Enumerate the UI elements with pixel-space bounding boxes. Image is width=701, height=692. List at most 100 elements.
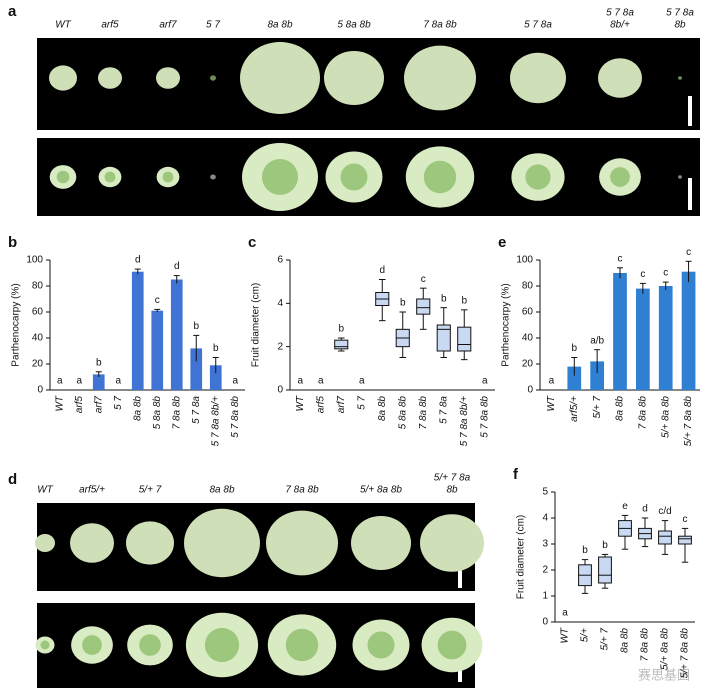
- group-letter: a: [76, 376, 82, 387]
- x-tick-label: 5 8a 8b: [152, 396, 163, 430]
- locule: [204, 627, 240, 663]
- group-letter: a: [297, 376, 303, 387]
- group-letter: b: [96, 357, 102, 368]
- group-letter: b: [193, 321, 199, 332]
- watermark: 赛思基因: [638, 667, 690, 682]
- box: [598, 556, 612, 584]
- group-letter: b: [338, 324, 344, 335]
- box: [436, 324, 451, 352]
- x-tick-label: WT: [54, 395, 65, 411]
- locule: [104, 171, 116, 183]
- genotype-label: 5 8a 8b: [337, 20, 371, 31]
- fruit: [156, 67, 180, 89]
- group-letter: d: [642, 504, 648, 515]
- x-tick-label: arf5/+: [569, 396, 580, 422]
- bar: [170, 279, 183, 390]
- group-letter: b: [213, 343, 219, 354]
- genotype-label: 5 7 8a: [606, 8, 634, 19]
- group-letter: a: [549, 376, 555, 387]
- group-letter: a: [318, 376, 324, 387]
- fruit: [420, 514, 484, 572]
- genotype-label: 8a 8b: [209, 485, 234, 496]
- locule: [40, 640, 50, 650]
- genotype-label: 8a 8b: [267, 20, 292, 31]
- panel-letter: c: [248, 234, 256, 251]
- y-axis-label: Parthenocarpy (%): [501, 283, 512, 366]
- bar: [613, 273, 627, 390]
- x-tick-label: WT: [546, 395, 557, 411]
- locule: [610, 167, 630, 187]
- x-tick-label: arf5: [74, 396, 85, 414]
- x-tick-label: 5 7 8a: [438, 396, 449, 424]
- locule: [437, 630, 467, 660]
- scale-bar: [688, 178, 692, 210]
- group-letter: c: [640, 269, 645, 280]
- genotype-label: 5/+ 8a 8b: [360, 485, 402, 496]
- y-axis-label: Fruit diameter (cm): [516, 515, 527, 599]
- box: [658, 530, 672, 545]
- y-tick-label: 80: [32, 281, 44, 292]
- fruit-section: [210, 174, 216, 180]
- fruit: [35, 534, 55, 552]
- x-tick-label: 5 7 8a: [191, 396, 202, 424]
- x-tick-label: 5/+ 8a 8b: [660, 396, 671, 438]
- group-letter: a: [232, 376, 238, 387]
- bar: [658, 286, 673, 390]
- x-tick-label: 8a 8b: [615, 396, 626, 421]
- x-tick-label: 5/+ 8a 8b: [660, 628, 671, 670]
- group-letter: c: [618, 253, 623, 264]
- fruit: [678, 76, 682, 80]
- genotype-label: 5/+ 7 8a: [434, 473, 471, 484]
- y-tick-label: 1: [542, 591, 548, 602]
- x-tick-label: 8a 8b: [620, 628, 631, 653]
- group-letter: b: [572, 343, 578, 354]
- y-tick-label: 40: [32, 333, 44, 344]
- panel-letter: e: [498, 234, 506, 251]
- x-tick-label: 5 8a 8b: [397, 396, 408, 430]
- bar: [636, 288, 650, 390]
- fruit: [266, 510, 338, 576]
- panel-letter: d: [8, 471, 17, 488]
- group-letter: a: [482, 376, 488, 387]
- x-tick-label: 5/+ 7 8a 8b: [683, 396, 694, 447]
- group-letter: a: [115, 376, 121, 387]
- genotype-label: 5/+ 7: [139, 485, 162, 496]
- group-letter: c: [421, 274, 426, 285]
- locule: [423, 160, 457, 194]
- y-tick-label: 20: [522, 359, 534, 370]
- y-tick-label: 20: [32, 359, 44, 370]
- x-tick-label: arf7: [336, 396, 347, 414]
- genotype-label: arf5: [101, 20, 119, 31]
- group-letter: b: [400, 298, 406, 309]
- group-letter: d: [135, 255, 141, 266]
- x-tick-label: 7 8a 8b: [637, 396, 648, 430]
- x-tick-label: 5 7: [356, 396, 367, 410]
- group-letter: c: [663, 268, 668, 279]
- bar: [590, 361, 604, 390]
- fruit: [598, 58, 642, 98]
- x-tick-label: 5/+ 7: [592, 396, 603, 419]
- y-tick-label: 100: [516, 255, 533, 266]
- group-letter: d: [379, 265, 385, 276]
- genotype-label: WT: [55, 20, 71, 31]
- panel-letter: f: [513, 466, 519, 483]
- bar: [92, 374, 105, 390]
- bar: [209, 365, 222, 390]
- group-letter: e: [622, 501, 628, 512]
- x-tick-label: 5 7 8a 8b/+: [210, 396, 221, 446]
- scale-bar: [458, 558, 462, 588]
- y-tick-label: 100: [26, 255, 43, 266]
- fruit: [404, 45, 476, 111]
- group-letter: a: [359, 376, 365, 387]
- genotype-label: WT: [37, 485, 53, 496]
- y-tick-label: 0: [527, 385, 533, 396]
- y-axis-label: Parthenocarpy (%): [11, 283, 22, 366]
- x-tick-label: arf5: [315, 396, 326, 414]
- genotype-label: 8b: [446, 485, 458, 496]
- fruit: [126, 521, 174, 565]
- x-tick-label: WT: [295, 395, 306, 411]
- group-letter: c: [686, 247, 691, 258]
- y-tick-label: 2: [542, 565, 548, 576]
- bar: [681, 271, 696, 390]
- fruit: [49, 65, 77, 91]
